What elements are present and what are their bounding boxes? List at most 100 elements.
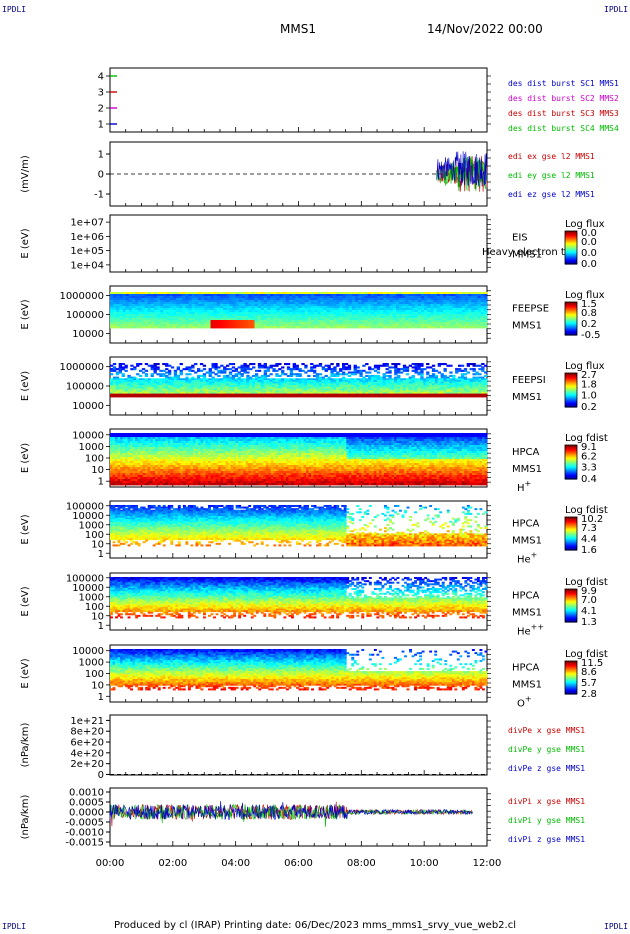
hpca_h-axis-label: E (eV) [20, 443, 31, 473]
hpca_h-species-label: H+ [517, 479, 531, 494]
colorbar-segment [565, 589, 577, 591]
feepse-colorbar-label: 0.2 [581, 319, 597, 330]
colorbar-segment [565, 317, 577, 320]
colorbar-segment [565, 518, 577, 520]
divpi-panel-frame [109, 787, 488, 847]
colorbar-segment [565, 672, 577, 674]
colorbar-segment [565, 306, 577, 309]
edi-legend-entry: edi ex gse l2 MMS1 [508, 152, 595, 161]
colorbar-segment [565, 471, 577, 473]
colorbar-segment [565, 445, 577, 447]
colorbar-frame [564, 516, 578, 551]
colorbar-segment [565, 246, 577, 249]
burst-legend-entry: des dist burst SC1 MMS1 [508, 79, 619, 88]
colorbar-segment [565, 546, 577, 549]
colorbar-segment [565, 233, 577, 235]
burst-legend-entry: des dist burst SC3 MMS3 [508, 109, 619, 118]
colorbar-segment [565, 316, 577, 318]
colorbar-segment [565, 331, 577, 334]
hpca_he2-colorbar-label: 4.1 [581, 606, 597, 617]
colorbar-segment [565, 404, 577, 407]
time-axis-label: 10:00 [410, 858, 439, 869]
divpi-series-line-3 [109, 801, 473, 824]
feepsi-colorbar-label: 1.8 [581, 379, 597, 390]
colorbar-segment [565, 543, 577, 546]
colorbar-segment [565, 463, 577, 465]
colorbar-segment [565, 448, 577, 451]
corner-label-bottom-right: IPDLI [604, 922, 629, 931]
colorbar-segment [565, 611, 577, 613]
colorbar-segment [565, 322, 577, 325]
colorbar-segment [565, 249, 577, 252]
colorbar-segment [565, 519, 577, 521]
colorbar-segment [565, 665, 577, 668]
divpe-ytick-label: 6e+20 [70, 738, 104, 749]
colorbar-segment [565, 400, 577, 402]
divpi-legend-entry: divPi y gse MMS1 [508, 816, 585, 825]
colorbar-segment [565, 308, 577, 311]
colorbar-segment [565, 374, 577, 376]
hpca_h-instrument-label: HPCA [512, 447, 540, 458]
colorbar-segment [565, 385, 577, 388]
eis-ytick-label: 1e+07 [70, 218, 104, 229]
hpca_o-ytick-label: 10 [91, 680, 104, 691]
colorbar-segment [565, 379, 577, 382]
hpca_he1-ytick-label: 10000 [72, 511, 104, 522]
colorbar-segment [565, 256, 577, 258]
colorbar-segment [565, 533, 577, 536]
colorbar-segment [565, 592, 577, 594]
colorbar-segment [565, 248, 577, 251]
colorbar-segment [565, 522, 577, 525]
colorbar-segment [565, 307, 577, 310]
colorbar-segment [565, 608, 577, 611]
colorbar-segment [565, 539, 577, 541]
colorbar-segment [565, 311, 577, 314]
hpca_h-spacecraft-label: MMS1 [512, 464, 542, 475]
colorbar-segment [565, 685, 577, 687]
colorbar-segment [565, 674, 577, 676]
colorbar-segment [565, 456, 577, 459]
colorbar-segment [565, 607, 577, 610]
colorbar-segment [565, 601, 577, 603]
hpca_he2-ytick-label: 100000 [66, 573, 104, 584]
colorbar-segment [565, 457, 577, 460]
divpi-ytick-label: 0.0010 [69, 788, 104, 799]
colorbar-segment [565, 537, 577, 540]
colorbar-segment [565, 467, 577, 470]
colorbar-segment [565, 238, 577, 241]
colorbar-segment [565, 450, 577, 453]
burst-ytick-label: 3 [98, 88, 104, 99]
hpca_he1-species-label: He+ [517, 551, 537, 566]
colorbar-segment [565, 397, 577, 400]
divpe-ytick-label: 2e+20 [70, 759, 104, 770]
feepse-ytick-label: 10000 [72, 329, 104, 340]
colorbar-segment [565, 517, 577, 519]
hpca_o-colorbar-label: 8.6 [581, 667, 597, 678]
hpca_he2-spacecraft-label: MMS1 [512, 608, 542, 619]
colorbar-segment [565, 619, 577, 622]
colorbar-segment [565, 603, 577, 605]
colorbar-segment [565, 373, 577, 375]
colorbar-segment [565, 616, 577, 619]
divpe-legend-entry: divPe y gse MMS1 [508, 745, 585, 754]
colorbar-segment [565, 661, 577, 663]
colorbar-segment [565, 475, 577, 478]
hpca_o-heatmap-cells [110, 649, 488, 691]
colorbar-segment [565, 534, 577, 537]
divpe-legend-entry: divPe z gse MMS1 [508, 764, 585, 773]
burst-ytick-label: 4 [98, 72, 104, 83]
colorbar-segment [565, 688, 577, 691]
feepse-colorbar [564, 301, 578, 336]
divpi-ytick-label: -0.0005 [65, 818, 104, 829]
colorbar-segment [565, 675, 577, 677]
colorbar-segment [565, 540, 577, 542]
edi-series-line-3 [436, 151, 488, 187]
feepse-colorbar-title: Log flux [565, 290, 605, 301]
feepsi-colorbar-label: 1.0 [581, 391, 597, 402]
colorbar-segment [565, 528, 577, 530]
colorbar-frame [564, 301, 578, 336]
colorbar-segment [565, 680, 577, 683]
colorbar-segment [565, 383, 577, 385]
feepsi-ytick-label: 100000 [66, 382, 104, 393]
edi-legend-entry: edi ey gse l2 MMS1 [508, 171, 595, 180]
